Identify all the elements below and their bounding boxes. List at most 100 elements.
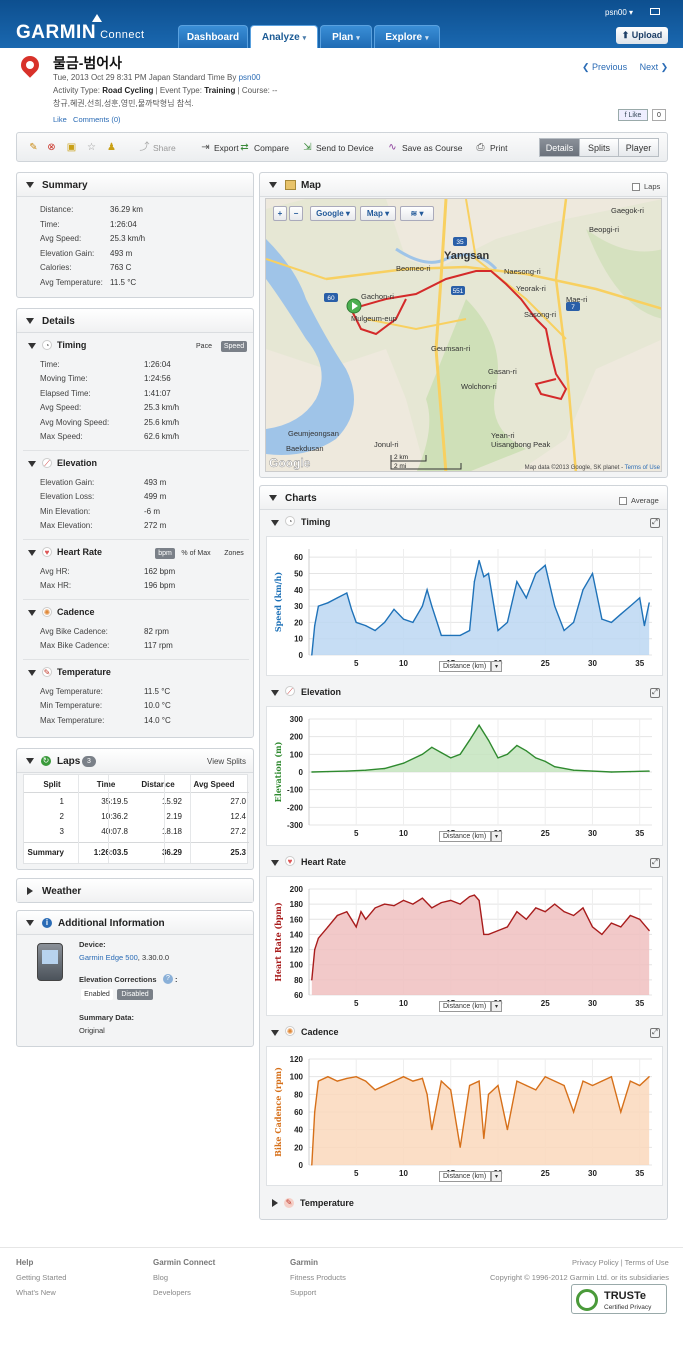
activity-description[interactable]: 창규,혜권,선희,성훈,영민,물까탁형님 참석. xyxy=(53,99,194,108)
star-icon[interactable]: ☆ xyxy=(87,142,96,153)
temperature-chart-title[interactable]: Temperature xyxy=(300,1198,354,1208)
speed-toggle[interactable]: Speed xyxy=(221,341,247,352)
next-link[interactable]: Next ❯ xyxy=(639,62,669,72)
expand-chart-icon[interactable]: ⤢ xyxy=(650,1028,660,1038)
chevron-down-icon[interactable]: ▾ xyxy=(491,1171,502,1182)
like-link[interactable]: Like xyxy=(53,115,67,124)
device-link[interactable]: Garmin Edge 500 xyxy=(79,953,138,962)
bpm-toggle[interactable]: bpm xyxy=(155,548,175,559)
zones-toggle[interactable]: Zones xyxy=(224,550,244,557)
map-type-dropdown[interactable]: Map ▾ xyxy=(360,206,396,221)
people-icon[interactable]: ♟ xyxy=(107,142,116,153)
help-icon[interactable]: ? xyxy=(163,974,173,984)
send-to-device-icon[interactable]: ⇲ xyxy=(303,142,312,153)
view-player-button[interactable]: Player xyxy=(618,138,659,157)
collapse-toggle[interactable] xyxy=(26,182,34,188)
expand-toggle[interactable] xyxy=(272,1199,278,1207)
x-axis-select[interactable]: Distance (km) xyxy=(439,661,491,672)
map-canvas[interactable]: Gaegok-ri Beopgi-ri Yangsan Beomeo-ri Naeson… xyxy=(266,199,662,472)
pace-toggle[interactable]: Pace xyxy=(196,343,212,350)
upload-button[interactable]: ⬆ Upload xyxy=(616,27,668,44)
collapse-toggle[interactable] xyxy=(26,758,34,764)
owner-link[interactable]: psn00 xyxy=(238,73,261,82)
collapse-toggle[interactable] xyxy=(28,461,36,467)
tab-dashboard[interactable]: Dashboard xyxy=(178,25,248,48)
elevation-disabled-option[interactable]: Disabled xyxy=(117,989,153,1000)
elevation-enabled-option[interactable]: Enabled xyxy=(81,989,113,1000)
print-icon[interactable]: ⎙ xyxy=(476,142,485,153)
average-checkbox[interactable] xyxy=(619,497,627,505)
weather-title[interactable]: Weather xyxy=(42,886,82,897)
compare-icon[interactable]: ⇄ xyxy=(240,142,249,153)
lock-icon[interactable]: ▣ xyxy=(66,142,77,153)
route-map[interactable]: Gaegok-ri Beopgi-ri Yangsan Beomeo-ri Naeson… xyxy=(265,198,662,472)
chevron-down-icon[interactable]: ▾ xyxy=(491,831,502,842)
previous-link[interactable]: ❮ Previous xyxy=(582,62,628,72)
compare-button[interactable]: Compare xyxy=(254,143,289,153)
save-as-course-button[interactable]: Save as Course xyxy=(402,143,463,153)
chart-svg[interactable]: -300-200-10001002003005101520253035Eleva… xyxy=(267,707,662,845)
tab-plan[interactable]: Plan ▾ xyxy=(320,25,372,48)
percent-max-toggle[interactable]: % of Max xyxy=(181,550,211,557)
export-button[interactable]: Export xyxy=(214,143,239,153)
expand-chart-icon[interactable]: ⤢ xyxy=(650,858,660,868)
collapse-toggle[interactable] xyxy=(271,860,279,866)
truste-badge[interactable]: TRUSTe Certified Privacy xyxy=(571,1284,667,1314)
collapse-toggle[interactable] xyxy=(28,670,36,676)
user-menu[interactable]: psn00 ▾ xyxy=(605,8,634,17)
comments-link[interactable]: Comments (0) xyxy=(73,115,121,124)
footer-link[interactable]: Fitness Products xyxy=(290,1273,346,1282)
y-tick-label: 40 xyxy=(294,586,303,595)
collapse-toggle[interactable] xyxy=(271,690,279,696)
export-icon[interactable]: ⇥ xyxy=(201,142,210,153)
course-icon[interactable]: ∿ xyxy=(388,142,397,153)
layers-dropdown[interactable]: ≋ ▾ xyxy=(400,206,434,221)
privacy-policy-link[interactable]: Privacy Policy xyxy=(572,1258,619,1267)
pencil-icon[interactable]: ✎ xyxy=(29,142,38,153)
print-button[interactable]: Print xyxy=(490,143,508,153)
view-splits-button[interactable]: Splits xyxy=(579,138,619,157)
x-axis-select[interactable]: Distance (km) xyxy=(439,1171,491,1182)
chevron-down-icon[interactable]: ▾ xyxy=(491,661,502,672)
collapse-toggle[interactable] xyxy=(28,550,36,556)
map-terms-link[interactable]: Terms of Use xyxy=(625,465,661,471)
chevron-down-icon[interactable]: ▾ xyxy=(491,1001,502,1012)
collapse-toggle[interactable] xyxy=(271,1030,279,1036)
expand-toggle[interactable] xyxy=(27,887,33,895)
garmin-connect-logo[interactable]: GARMIN Connect xyxy=(16,14,145,44)
chart-svg[interactable]: 01020304050605101520253035Speed (km/h) xyxy=(267,537,662,675)
terms-link[interactable]: Terms of Use xyxy=(624,1258,669,1267)
footer-link[interactable]: Blog xyxy=(153,1273,169,1282)
view-details-button[interactable]: Details xyxy=(539,138,580,157)
collapse-toggle[interactable] xyxy=(26,318,34,324)
laps-checkbox[interactable] xyxy=(632,183,640,191)
expand-chart-icon[interactable]: ⤢ xyxy=(650,688,660,698)
activity-title[interactable]: 물금-범어사 xyxy=(53,55,123,71)
expand-chart-icon[interactable]: ⤢ xyxy=(650,518,660,528)
tab-analyze[interactable]: Analyze ▾ xyxy=(250,25,318,48)
chart-svg[interactable]: 0204060801001205101520253035Bike Cadence… xyxy=(267,1047,662,1185)
collapse-toggle[interactable] xyxy=(26,920,34,926)
footer-link[interactable]: Developers xyxy=(153,1288,191,1297)
chart-svg[interactable]: 60801001201401601802005101520253035Heart… xyxy=(267,877,662,1015)
collapse-toggle[interactable] xyxy=(269,495,277,501)
tab-explore[interactable]: Explore ▾ xyxy=(374,25,440,48)
collapse-toggle[interactable] xyxy=(271,520,279,526)
collapse-toggle[interactable] xyxy=(28,343,36,349)
zoom-in-button[interactable]: + xyxy=(273,206,287,221)
facebook-like-button[interactable]: f Like xyxy=(618,109,648,121)
collapse-toggle[interactable] xyxy=(269,182,277,188)
google-layer-dropdown[interactable]: Google ▾ xyxy=(310,206,356,221)
send-to-device-button[interactable]: Send to Device xyxy=(316,143,374,153)
footer-link[interactable]: Getting Started xyxy=(16,1273,67,1282)
view-splits-link[interactable]: View Splits xyxy=(207,757,246,766)
footer-link[interactable]: Support xyxy=(290,1288,317,1297)
zoom-out-button[interactable]: − xyxy=(289,206,303,221)
delete-icon[interactable]: ⊗ xyxy=(47,142,56,153)
collapse-toggle[interactable] xyxy=(28,610,36,616)
x-axis-select[interactable]: Distance (km) xyxy=(439,831,491,842)
footer-link[interactable]: What's New xyxy=(16,1288,56,1297)
mail-icon[interactable] xyxy=(650,8,660,15)
chart-data-point xyxy=(314,625,316,627)
x-axis-select[interactable]: Distance (km) xyxy=(439,1001,491,1012)
